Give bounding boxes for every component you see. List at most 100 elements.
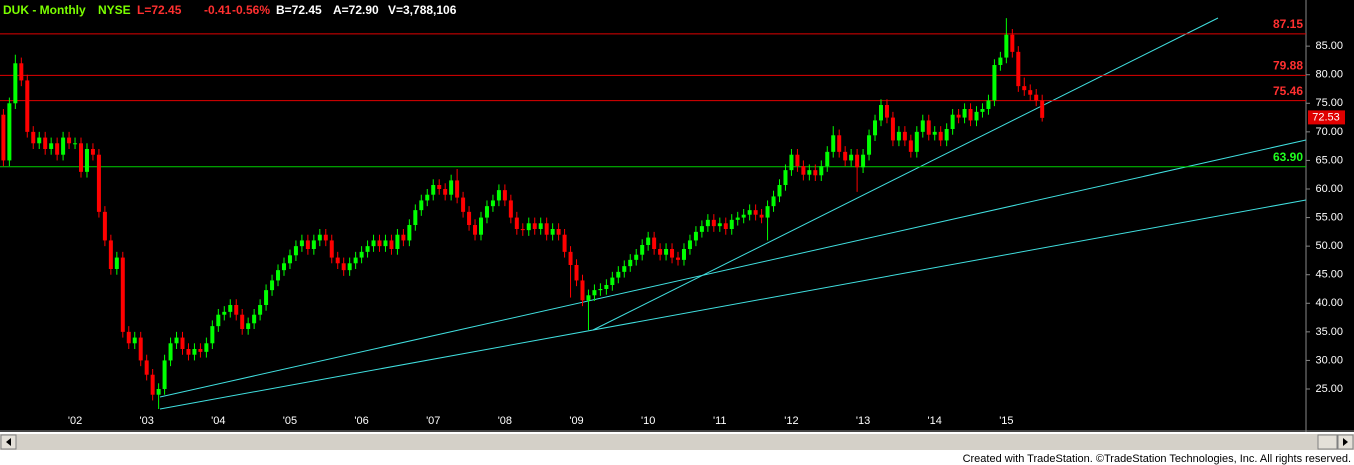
candle-body [389,240,394,249]
candle-body [592,290,597,296]
candle-body [37,137,42,144]
candle-body [1022,86,1027,91]
candle-body [950,114,955,129]
candle-body [646,237,651,245]
candle-body [741,214,746,218]
x-tick-label: '06 [354,415,368,427]
trendline [159,199,1307,410]
candle-body [699,226,704,232]
candle-body [240,314,245,329]
candle-body [264,290,269,305]
candle-body [717,223,722,227]
candle-body [652,237,657,249]
candle-body [729,219,734,229]
exchange: NYSE [98,3,131,17]
candle-body [49,143,54,149]
candle-body [490,200,495,207]
candle-body [156,389,161,395]
candle-body [598,289,603,291]
footer: Created with TradeStation. ©TradeStation… [963,453,1351,465]
x-tick-label: '04 [211,415,225,427]
candle-body [395,234,400,249]
candle-body [532,223,537,229]
candle-body [771,196,776,207]
candle-body [825,151,830,167]
scrollbar[interactable] [0,434,1354,450]
candle-body [1040,100,1045,118]
candle-body [132,337,137,344]
candle-body [461,197,466,212]
candle-body [884,105,889,118]
candle-body [616,271,621,278]
candle-body [896,131,901,141]
candle-body [276,270,281,281]
candle-body [108,240,113,269]
candle-body [890,117,895,141]
candle-body [568,251,573,265]
last: L=72.45 [137,3,182,17]
trendline [159,139,1307,398]
candle-body [514,217,519,229]
candle-body [765,206,770,218]
candle-body [843,151,848,161]
candle-body [795,154,800,167]
candle-body [926,120,931,135]
candle-body [867,135,872,155]
candle-body [204,343,209,352]
candle-body [222,311,227,315]
candle-body [114,257,119,269]
candle-body [55,143,60,155]
candle-body [431,185,436,195]
candle-body [7,103,12,161]
y-tick-label: 80.00 [1315,69,1343,81]
arrow-right [1343,438,1348,446]
candle-body [365,246,370,252]
candle-body [61,137,66,155]
candle-body [258,305,263,315]
last-price-box [1308,110,1345,125]
candle-body [162,360,167,389]
candle-body [1,114,6,161]
x-tick-label: '10 [641,415,655,427]
candle-body [377,240,382,247]
candle-body [150,374,155,395]
candle-body [974,111,979,121]
y-tick-label: 70.00 [1315,126,1343,138]
candle-body [13,63,18,104]
candle-body [670,249,675,258]
candle-body [496,190,501,201]
candle-body [443,189,448,195]
candle-body [138,337,143,361]
symbol: DUK - Monthly [3,3,86,17]
candle-body [855,154,860,168]
candle-body [807,170,812,175]
candle-body [484,206,489,218]
x-tick-label: '07 [426,415,440,427]
candle-body [96,154,101,212]
scroll-track[interactable] [0,434,1354,450]
background [0,0,1354,432]
candle-body [317,234,322,241]
candle-body [562,234,567,252]
candle-body [610,277,615,285]
candle-body [574,265,579,281]
candle-body [31,131,36,144]
y-tick-label: 65.00 [1315,154,1343,166]
candle-body [90,149,95,155]
scroll-thumb[interactable] [1317,434,1338,450]
change: -0.41 [204,3,232,17]
candle-body [144,360,149,375]
candle-body [341,263,346,271]
candle-body [634,254,639,260]
candle-body [956,114,961,118]
candle-body [658,249,663,255]
candle-body [198,349,203,352]
candle-body [837,135,842,152]
candle-body [777,185,782,197]
candle-body [234,305,239,315]
candle-body [986,100,991,109]
x-tick-label: '05 [283,415,297,427]
candle-body [467,211,472,225]
candle-body [586,295,591,301]
candle-body [19,63,24,81]
